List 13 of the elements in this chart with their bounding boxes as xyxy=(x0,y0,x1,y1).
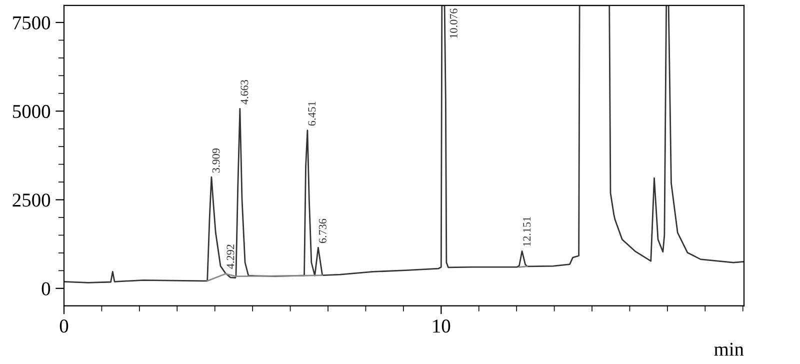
y-tick-label: 5000 xyxy=(13,104,50,118)
annotation: 12.151 xyxy=(523,217,531,246)
annotation: 10.076 xyxy=(450,8,458,38)
x-tick-label: 10 xyxy=(433,320,450,333)
y-tick-label: 7500 xyxy=(13,16,50,30)
annotation: 3.909 xyxy=(212,148,220,173)
y-tick-label: 2500 xyxy=(12,194,50,207)
annotation: 6.736 xyxy=(318,218,326,244)
annotation: 6.451 xyxy=(308,102,316,126)
annotation: 4.663 xyxy=(240,80,248,104)
x-axis-title: min xyxy=(714,342,744,356)
annotation: 4.292 xyxy=(226,244,234,269)
y-tick-label: 0 xyxy=(42,282,50,296)
